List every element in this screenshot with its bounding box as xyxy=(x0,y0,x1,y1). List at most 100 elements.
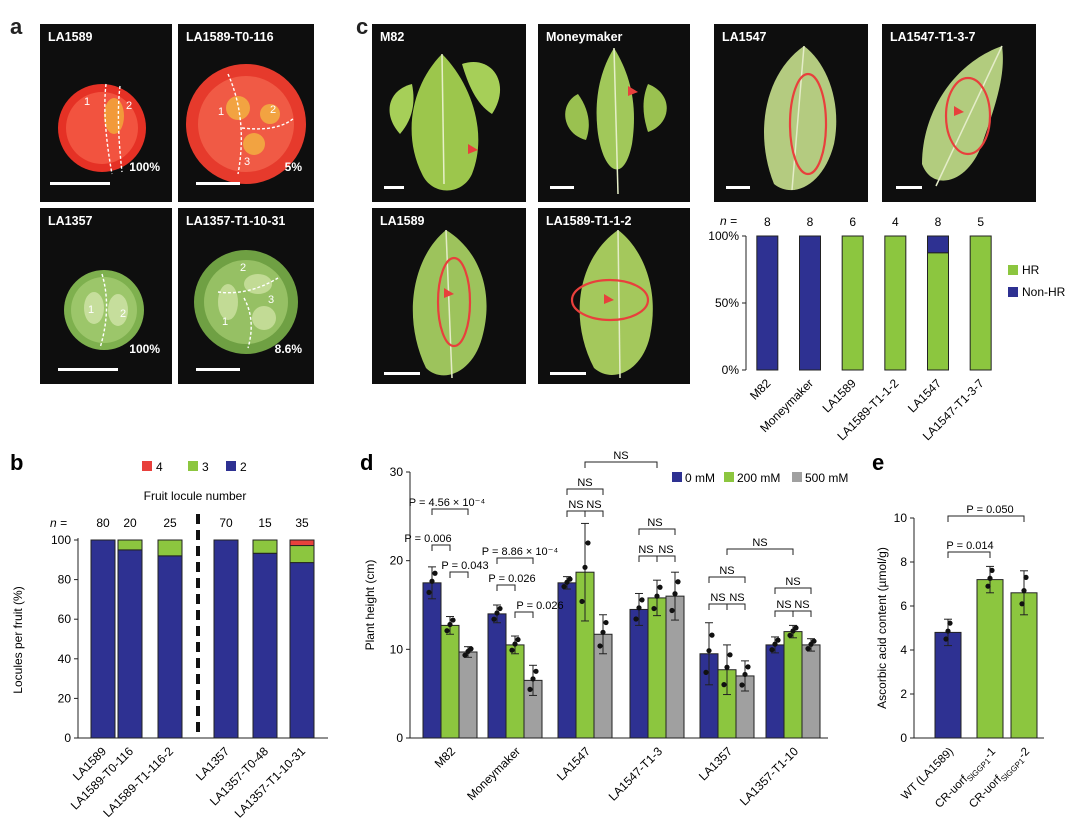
bar-0-mm-la1547-t1-3 xyxy=(629,608,649,739)
bar-hr-la1547-t1-3-7 xyxy=(969,235,992,371)
sig-bracket-ns-label: NS xyxy=(776,599,791,611)
sig-bracket-ns xyxy=(584,510,604,517)
sig-bracket-ns-label: NS xyxy=(794,599,809,611)
label-part: CR-uorf xyxy=(933,773,971,811)
fruit-photo-la1589-t0-116: LA1589-T0-116 1 2 3 5% xyxy=(178,24,314,202)
bar-non-hr-m82 xyxy=(756,235,779,371)
data-point xyxy=(585,540,591,546)
panel-letter-b: b xyxy=(10,450,23,475)
sig-bracket-ns xyxy=(566,488,604,495)
x-tick-label: CR-uorfSlGGP1-1 xyxy=(933,746,999,812)
locule-number: 3 xyxy=(268,294,275,306)
fruit-cross-section-red xyxy=(186,64,306,184)
fruit-photo-la1589: LA1589 1 2 100% xyxy=(40,24,172,202)
data-point xyxy=(742,671,748,678)
bar-non-hr-la1547 xyxy=(927,235,949,254)
sig-bracket-ns xyxy=(774,587,812,594)
bar-500-mm-la1357-t1-10 xyxy=(801,644,821,739)
data-point xyxy=(669,607,675,614)
data-point xyxy=(769,647,775,653)
y-tick-label: 6 xyxy=(900,599,907,613)
data-point xyxy=(793,625,799,631)
data-point xyxy=(561,583,567,590)
bar-locule-3-la1589-t1-116-2 xyxy=(157,539,183,557)
photo-label: Moneymaker xyxy=(546,30,623,44)
data-point xyxy=(787,632,793,638)
bar-hr-la1589-t1-1-2 xyxy=(884,235,907,371)
panel-letter-d: d xyxy=(360,450,373,475)
data-point xyxy=(727,652,733,658)
sig-bracket xyxy=(431,544,451,551)
bar-0-mm-m82 xyxy=(422,582,442,739)
bar-0-mm-moneymaker xyxy=(487,613,507,739)
locule-number: 2 xyxy=(126,100,133,112)
sig-bracket-ns-label: NS xyxy=(577,477,592,489)
percent-label: 8.6% xyxy=(274,342,302,356)
legend-label: 0 mM xyxy=(685,471,715,485)
n-value: 70 xyxy=(219,516,233,530)
legend-label: Non-HR xyxy=(1022,285,1066,299)
scale-bar xyxy=(196,368,240,371)
fruit-cross-section-green xyxy=(194,250,298,354)
bar-0-mm-la1357 xyxy=(699,653,719,739)
leaf-image xyxy=(922,45,1003,187)
data-point xyxy=(429,578,435,584)
legend-swatch-3 xyxy=(188,461,198,471)
bar-200-mm-la1547 xyxy=(575,571,595,739)
sig-bracket-ns-label: NS xyxy=(613,450,628,462)
bar-0-mm-la1357-t1-10 xyxy=(765,644,785,739)
label-part: -2 xyxy=(1016,746,1032,762)
leaf-image xyxy=(570,229,653,379)
scale-bar xyxy=(50,182,110,185)
scale-bar xyxy=(550,372,586,375)
n-value: 5 xyxy=(977,215,984,229)
x-tick-label: Moneymaker xyxy=(757,376,816,435)
sig-bracket-ns xyxy=(638,528,676,535)
photo-label: LA1589-T1-1-2 xyxy=(546,214,632,228)
data-point xyxy=(947,620,953,626)
x-tick-label: M82 xyxy=(432,744,459,771)
data-point xyxy=(745,664,751,670)
sig-bracket-label: P = 4.56 × 10⁻⁴ xyxy=(409,497,486,509)
sig-bracket-label: P = 0.026 xyxy=(516,600,563,612)
data-point xyxy=(600,629,606,635)
legend-swatch-hr xyxy=(1008,265,1018,275)
label-subscript: SlGGP1 xyxy=(999,756,1027,784)
y-tick-label: 0% xyxy=(722,363,740,377)
data-point xyxy=(465,648,471,655)
bar-locule-3-la1357-t0-48 xyxy=(252,539,278,554)
y-tick-label: 8 xyxy=(900,555,907,569)
bar-200-mm-la1357-t1-10 xyxy=(783,631,803,739)
data-point xyxy=(706,648,712,654)
sig-bracket-ns-label: NS xyxy=(638,544,653,556)
bar-locule-3-la1357-t1-10-31 xyxy=(289,545,315,564)
legend-swatch-0-mm xyxy=(672,472,682,482)
data-point xyxy=(603,619,609,626)
y-tick-label: 0 xyxy=(900,731,907,745)
y-tick-label: 40 xyxy=(58,652,72,666)
photo-label: LA1589 xyxy=(380,214,425,228)
bar-locule-3-la1589-t0-116 xyxy=(117,539,143,551)
data-point xyxy=(450,617,456,623)
bar-200-mm-m82 xyxy=(440,624,460,739)
sig-bracket-ns-label: NS xyxy=(586,499,601,511)
n-value: 20 xyxy=(123,516,137,530)
sig-bracket xyxy=(947,551,991,558)
bar-200-mm-la1547-t1-3 xyxy=(647,597,667,739)
data-point xyxy=(447,621,453,628)
bar-locule-4-la1357-t1-10-31 xyxy=(289,539,315,547)
bar-200-mm-moneymaker xyxy=(505,644,525,739)
bar-locule-2-la1357 xyxy=(213,539,239,739)
bar-hr-la1547 xyxy=(927,252,949,371)
data-point xyxy=(497,605,503,612)
y-axis-label: Plant height (cm) xyxy=(363,560,377,651)
x-tick-label: LA1357-T1-10 xyxy=(737,744,801,808)
label-part: -1 xyxy=(982,746,998,762)
sig-bracket-label: P = 0.050 xyxy=(966,504,1013,516)
bar-500-mm-moneymaker xyxy=(523,679,543,739)
data-point xyxy=(945,628,951,634)
legend-swatch-500-mm xyxy=(792,472,802,482)
sig-bracket-ns-label: NS xyxy=(658,544,673,556)
bar-500-mm-la1547-t1-3 xyxy=(665,595,685,739)
x-tick-label: LA1547-T1-3-7 xyxy=(920,376,987,443)
